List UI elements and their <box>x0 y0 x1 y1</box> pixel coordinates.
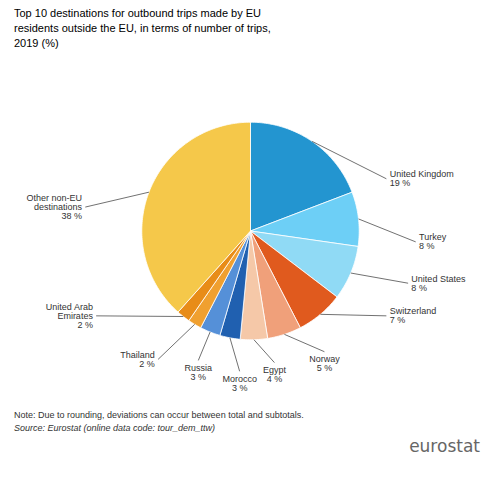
svg-text:United ArabEmirates2 %: United ArabEmirates2 % <box>46 301 94 329</box>
svg-text:Norway5 %: Norway5 % <box>309 354 340 373</box>
svg-text:Other non-EUdestinations38 %: Other non-EUdestinations38 % <box>26 192 82 220</box>
svg-text:Morocco3 %: Morocco3 % <box>222 373 257 392</box>
html-text:Top 10 destinations for outbou: Top 10 destinations for outbound trips m… <box>14 7 271 49</box>
svg-text:United Kingdom19 %: United Kingdom19 % <box>390 169 454 188</box>
html-text:Note: Due to rounding, deviati: Note: Due to rounding, deviations can oc… <box>14 409 304 420</box>
html-text:eurostat: eurostat <box>409 435 480 456</box>
svg-text:United States8 %: United States8 % <box>411 273 466 292</box>
svg-text:Egypt4 %: Egypt4 % <box>263 365 287 384</box>
svg-text:Thailand2 %: Thailand2 % <box>120 349 155 368</box>
svg-text:Switzerland7 %: Switzerland7 % <box>390 306 437 325</box>
svg-text:Turkey8 %: Turkey8 % <box>419 232 447 251</box>
html-text:Source: Eurostat (online data: Source: Eurostat (online data code: tour… <box>14 422 216 433</box>
svg-text:Russia3 %: Russia3 % <box>185 362 213 381</box>
